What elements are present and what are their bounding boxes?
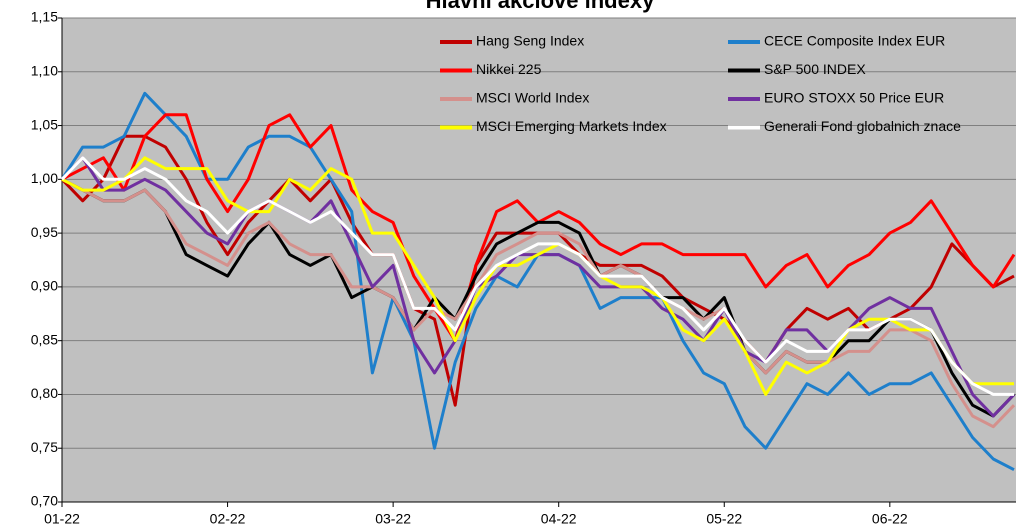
x-tick-label: 01-22 [44, 511, 80, 527]
y-tick-label: 0,80 [31, 385, 58, 401]
legend-label: MSCI Emerging Markets Index [476, 118, 667, 134]
x-tick-label: 06-22 [872, 511, 908, 527]
chart-title: Hlavní akciové indexy [426, 0, 655, 13]
y-tick-label: 1,05 [31, 116, 58, 132]
legend-label: CECE Composite Index EUR [764, 33, 945, 49]
x-tick-label: 05-22 [706, 511, 742, 527]
series-line [60, 156, 1014, 396]
legend-label: Nikkei 225 [476, 61, 542, 77]
y-tick-label: 1,15 [31, 9, 58, 25]
y-tick-label: 0,70 [31, 493, 58, 509]
legend-label: EURO STOXX 50 Price EUR [764, 90, 944, 106]
legend-label: MSCI World Index [476, 90, 589, 106]
x-tick-label: 03-22 [375, 511, 411, 527]
legend-label: Generali Fond globalnich znace [764, 118, 961, 134]
x-tick-label: 04-22 [541, 511, 577, 527]
legend-label: S&P 500 INDEX [764, 61, 866, 77]
y-tick-label: 0,90 [31, 278, 58, 294]
series-line [61, 156, 1014, 396]
legend-label: Hang Seng Index [476, 33, 584, 49]
y-tick-label: 1,10 [31, 62, 58, 78]
y-tick-label: 1,00 [31, 170, 58, 186]
y-tick-label: 0,95 [31, 224, 58, 240]
y-tick-label: 0,75 [31, 439, 58, 455]
x-tick-label: 02-22 [210, 511, 246, 527]
y-tick-label: 0,85 [31, 331, 58, 347]
series-line [61, 177, 1016, 429]
series-line [61, 177, 1016, 418]
